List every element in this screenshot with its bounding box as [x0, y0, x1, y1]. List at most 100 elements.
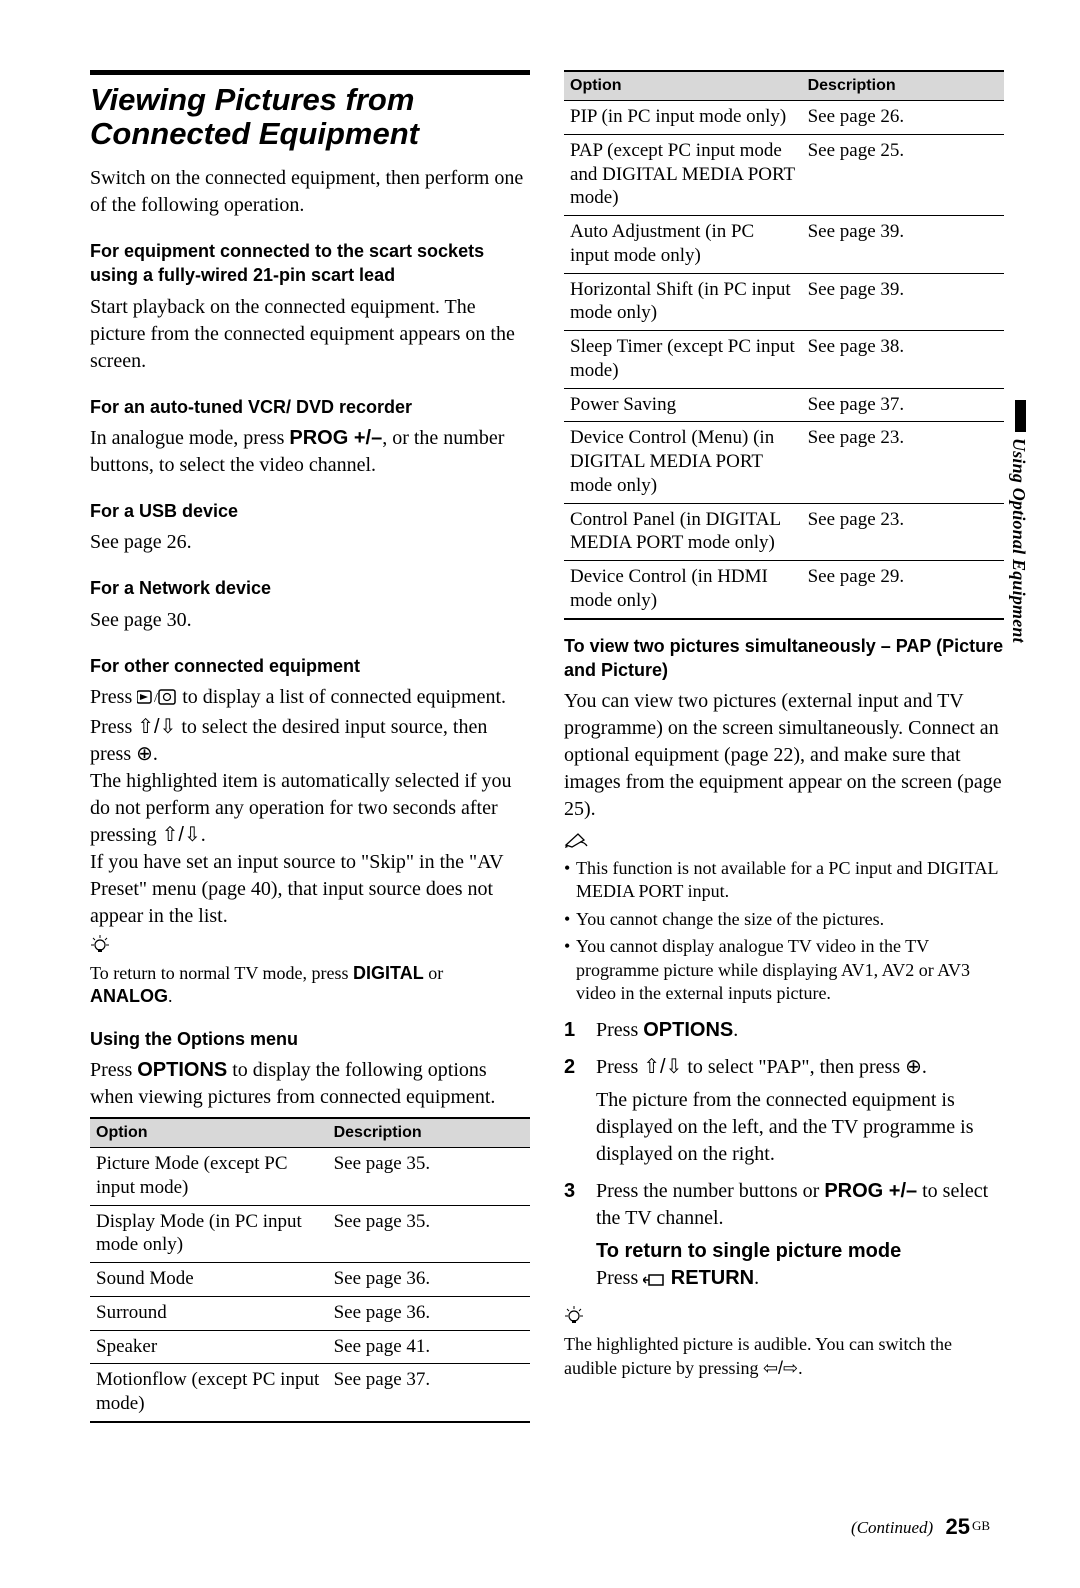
th-option-b: Option: [564, 71, 802, 101]
return-icon: [643, 1268, 665, 1295]
options-intro: Press OPTIONS to display the following o…: [90, 1057, 530, 1111]
page-body: Viewing Pictures from Connected Equipmen…: [0, 0, 1080, 1473]
table-row: PAP (except PC input mode and DIGITAL ME…: [564, 134, 1004, 215]
tip1-mid: or: [424, 963, 444, 983]
other-l1a: Press: [90, 686, 137, 708]
page-footer: (Continued) 25GB: [851, 1514, 990, 1540]
title-rule: [90, 70, 530, 75]
return-label: RETURN: [665, 1267, 754, 1289]
main-title: Viewing Pictures from Connected Equipmen…: [90, 83, 530, 151]
step-1: Press OPTIONS.: [564, 1017, 1004, 1044]
cell-desc: See page 23.: [802, 503, 1004, 561]
scart-body: Start playback on the connected equipmen…: [90, 294, 530, 375]
cell-option: Device Control (in HDMI mode only): [564, 561, 802, 619]
return-block: To return to single picture mode Press R…: [596, 1238, 1004, 1295]
cell-desc: See page 26.: [802, 101, 1004, 135]
other-heading: For other connected equipment: [90, 654, 530, 678]
notes-list: This function is not available for a PC …: [564, 857, 1004, 1005]
network-body: See page 30.: [90, 607, 530, 634]
s2-body: The picture from the connected equipment…: [596, 1087, 1004, 1168]
table-row: Auto Adjustment (in PC input mode only)S…: [564, 216, 1004, 274]
prog-label: PROG +/–: [289, 427, 382, 449]
input-icon: /: [137, 687, 177, 714]
table-row: Device Control (Menu) (in DIGITAL MEDIA …: [564, 422, 1004, 503]
table-row: Device Control (in HDMI mode only)See pa…: [564, 561, 1004, 619]
note-item: This function is not available for a PC …: [564, 857, 1004, 904]
tip1-post: .: [168, 986, 173, 1006]
cell-option: PAP (except PC input mode and DIGITAL ME…: [564, 134, 802, 215]
other-l3: If you have set an input source to "Skip…: [90, 851, 503, 927]
cell-desc: See page 39.: [802, 216, 1004, 274]
enter-icon: ⊕: [136, 743, 153, 765]
cell-option: Power Saving: [564, 388, 802, 422]
usb-body: See page 26.: [90, 529, 530, 556]
cell-desc: See page 41.: [328, 1330, 530, 1364]
svg-text:/: /: [154, 691, 158, 706]
cell-option: Horizontal Shift (in PC input mode only): [564, 273, 802, 331]
cell-desc: See page 36.: [328, 1296, 530, 1330]
cell-option: Sound Mode: [90, 1263, 328, 1297]
note-icon: [564, 831, 1004, 855]
cell-option: Speaker: [90, 1330, 328, 1364]
s3-pre: Press the number buttons or: [596, 1180, 824, 1202]
page-number: 25: [945, 1514, 969, 1539]
other-l2b: .: [201, 824, 206, 846]
cell-desc: See page 29.: [802, 561, 1004, 619]
table-row: Display Mode (in PC input mode only)See …: [90, 1205, 530, 1263]
note-item: You cannot display analogue TV video in …: [564, 935, 1004, 1005]
table-row: Picture Mode (except PC input mode)See p…: [90, 1148, 530, 1206]
options-heading: Using the Options menu: [90, 1027, 530, 1051]
intro-text: Switch on the connected equipment, then …: [90, 165, 530, 219]
tip2-text: The highlighted picture is audible. You …: [564, 1333, 1004, 1380]
note-item: You cannot change the size of the pictur…: [564, 908, 1004, 931]
pap-body: You can view two pictures (external inpu…: [564, 688, 1004, 823]
cell-desc: See page 38.: [802, 331, 1004, 389]
cell-option: PIP (in PC input mode only): [564, 101, 802, 135]
step-2: Press ⇧/⇩ to select "PAP", then press ⊕.…: [564, 1054, 1004, 1168]
cell-desc: See page 23.: [802, 422, 1004, 503]
table-row: Control Panel (in DIGITAL MEDIA PORT mod…: [564, 503, 1004, 561]
tip-icon: [90, 934, 530, 960]
side-tab-mark: [1015, 400, 1026, 432]
table-row: SpeakerSee page 41.: [90, 1330, 530, 1364]
side-tab: Using Optional Equipment: [1008, 400, 1032, 643]
analog-label: ANALOG: [90, 986, 168, 1006]
return-pre: Press: [596, 1267, 643, 1289]
tip2-b: .: [798, 1358, 803, 1378]
s2-b: to select "PAP", then press: [682, 1056, 905, 1078]
cell-option: Picture Mode (except PC input mode): [90, 1148, 328, 1206]
other-l2: The highlighted item is automatically se…: [90, 770, 512, 846]
options-label: OPTIONS: [137, 1059, 227, 1081]
vcr-pre: In analogue mode, press: [90, 427, 289, 449]
th-desc: Description: [328, 1118, 530, 1148]
th-option: Option: [90, 1118, 328, 1148]
tip-icon-2: [564, 1305, 1004, 1331]
table-row: Horizontal Shift (in PC input mode only)…: [564, 273, 1004, 331]
cell-desc: See page 35.: [328, 1205, 530, 1263]
cell-desc: See page 39.: [802, 273, 1004, 331]
up-down-icon: ⇧/⇩: [137, 716, 176, 738]
step-3: Press the number buttons or PROG +/– to …: [564, 1178, 1004, 1295]
steps-list: Press OPTIONS. Press ⇧/⇩ to select "PAP"…: [564, 1017, 1004, 1295]
other-body: Press / to display a list of connected e…: [90, 684, 530, 930]
tip2-a: The highlighted picture is audible. You …: [564, 1334, 952, 1377]
tip1-text: To return to normal TV mode, press DIGIT…: [90, 962, 530, 1009]
enter-icon-2: ⊕: [905, 1056, 922, 1078]
s1-options: OPTIONS: [643, 1019, 733, 1041]
gb-label: GB: [972, 1518, 990, 1533]
table-row: Power SavingSee page 37.: [564, 388, 1004, 422]
cell-option: Motionflow (except PC input mode): [90, 1364, 328, 1422]
cell-desc: See page 37.: [328, 1364, 530, 1422]
cell-desc: See page 25.: [802, 134, 1004, 215]
cell-desc: See page 35.: [328, 1148, 530, 1206]
options-table-a: Option Description Picture Mode (except …: [90, 1117, 530, 1423]
cell-option: Control Panel (in DIGITAL MEDIA PORT mod…: [564, 503, 802, 561]
cell-option: Surround: [90, 1296, 328, 1330]
vcr-heading: For an auto-tuned VCR/ DVD recorder: [90, 395, 530, 419]
th-desc-b: Description: [802, 71, 1004, 101]
table-row: Sleep Timer (except PC input mode)See pa…: [564, 331, 1004, 389]
return-heading: To return to single picture mode: [596, 1240, 901, 1262]
right-column: Option Description PIP (in PC input mode…: [564, 70, 1004, 1423]
cell-desc: See page 37.: [802, 388, 1004, 422]
table-row: SurroundSee page 36.: [90, 1296, 530, 1330]
